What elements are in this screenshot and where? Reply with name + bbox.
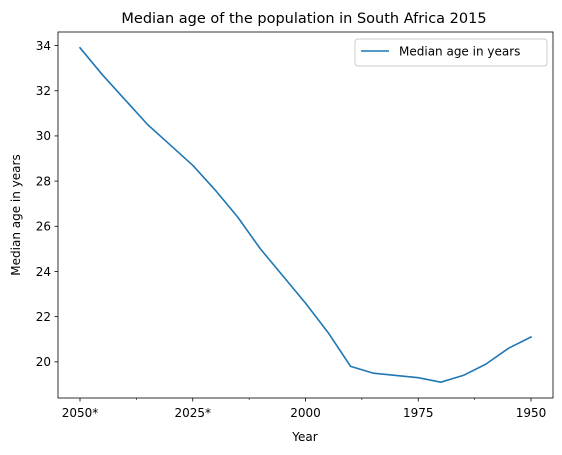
legend-entry-label: Median age in years <box>399 45 520 59</box>
y-tick-label: 20 <box>36 355 51 369</box>
x-tick-label: 2025* <box>174 406 211 420</box>
y-tick-label: 22 <box>36 310 51 324</box>
x-tick-label: 1950 <box>516 406 547 420</box>
y-tick-label: 24 <box>36 265 51 279</box>
y-tick-label: 34 <box>36 39 51 53</box>
x-axis-ticks: 2050* 2025* 2000 1975 1950 <box>62 398 547 420</box>
y-tick-label: 30 <box>36 129 51 143</box>
series-layer <box>78 46 533 383</box>
x-axis-label: Year <box>291 430 317 444</box>
y-tick-label: 28 <box>36 174 51 188</box>
chart-title: Median age of the population in South Af… <box>121 11 486 27</box>
legend-box <box>354 38 548 67</box>
y-axis-ticks: 20 22 24 26 28 30 32 34 <box>36 39 58 369</box>
plot-frame <box>57 31 554 399</box>
x-tick-label: 2050* <box>62 406 99 420</box>
x-tick-label: 1975 <box>403 406 434 420</box>
y-axis-label: Median age in years <box>9 154 23 275</box>
series-line <box>78 46 533 383</box>
x-tick-label: 2000 <box>290 406 321 420</box>
y-tick-label: 32 <box>36 84 51 98</box>
y-tick-label: 26 <box>36 220 51 234</box>
legend: Median age in years <box>354 38 548 67</box>
